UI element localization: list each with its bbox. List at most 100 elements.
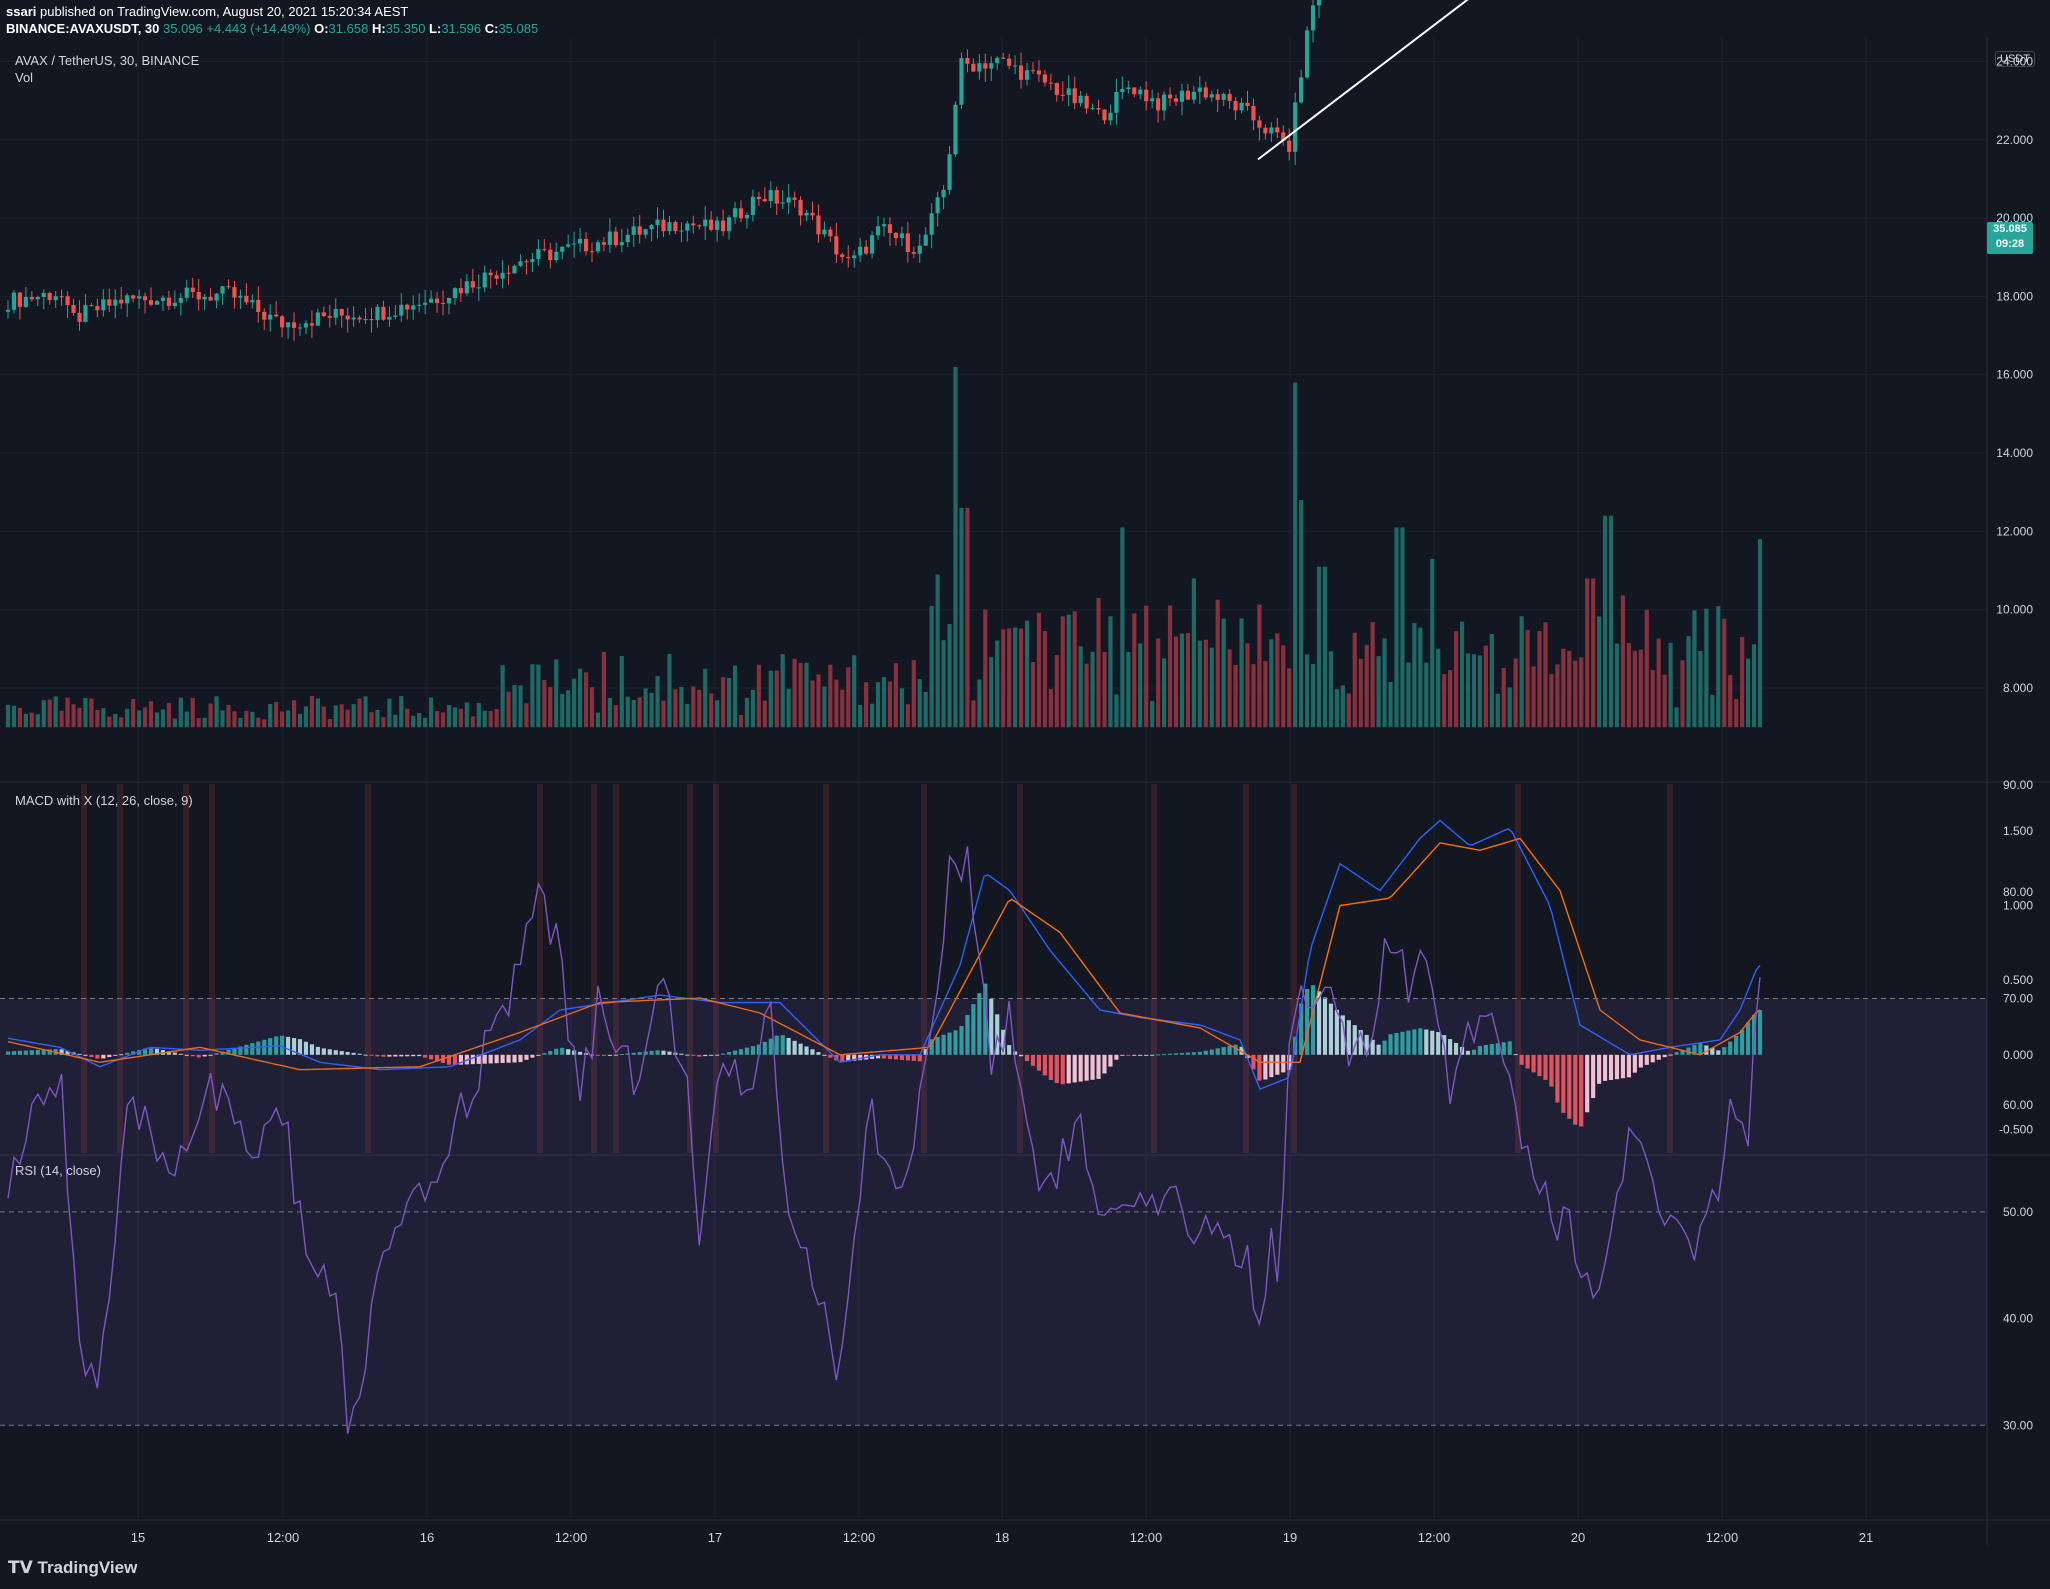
candle-body [315,312,320,326]
macd-histogram-bar [1418,1028,1423,1055]
volume-bar [1358,658,1363,728]
macd-histogram-bar [333,1050,338,1055]
candle-body [750,196,755,215]
volume-bar [1322,566,1328,728]
x-axis-tick-label: 18 [995,1530,1009,1545]
macd-histogram-bar [905,1054,910,1061]
macd-histogram-bar [351,1052,356,1055]
volume-bar [1680,660,1685,728]
macd-histogram-bar [417,1054,422,1057]
volume-bar [1161,658,1167,728]
macd-histogram-bar [59,1049,64,1055]
volume-bar [11,705,17,728]
candle-body [858,246,863,256]
currency-unit-button[interactable]: USDT [1995,51,2035,67]
volume-bars [5,366,1763,728]
volume-bar [905,704,910,728]
volume-bar [1513,658,1518,728]
main-pane-title[interactable]: AVAX / TetherUS, 30, BINANCE [15,53,200,68]
macd-histogram-bar [1632,1054,1637,1073]
macd-histogram-bar [750,1046,755,1055]
candle-body [1156,98,1161,111]
macd-histogram-bar [190,1054,195,1057]
macd-histogram-bar [1686,1047,1691,1055]
macd-histogram-bar [303,1041,309,1055]
macd-histogram-bar [1209,1049,1214,1055]
volume-bar [721,677,726,728]
candle-body [47,292,52,301]
macd-histogram-bar [947,1032,952,1055]
macd-histogram-bar [1734,1035,1739,1055]
volume-bar [357,698,362,728]
volume-bar [1614,643,1620,728]
candle-body [393,315,398,317]
macd-histogram-bar [1179,1052,1185,1055]
macd-histogram-bar [560,1047,565,1055]
macd-histogram-bar [1316,991,1322,1055]
volume-bar [423,717,428,728]
macd-histogram-bar [369,1054,374,1056]
candle-body [840,254,845,258]
macd-histogram-bar [792,1040,797,1055]
macd-histogram-bar [11,1051,17,1055]
volume-label[interactable]: Vol [15,70,34,85]
macd-histogram-bar [494,1054,499,1064]
volume-bar [1227,649,1232,728]
volume-bar [417,713,422,728]
rsi-pane-title[interactable]: RSI (14, close) [15,1163,101,1178]
volume-bar [232,711,237,728]
macd-pane-title[interactable]: MACD with X (12, 26, close, 9) [15,793,193,808]
candle-body [798,199,803,216]
candle-body [1263,127,1268,134]
tradingview-logo[interactable]: 𝗧𝗩 TradingView [8,1558,137,1578]
candle-body [148,300,154,305]
candle-body [291,322,297,328]
x-axis-tick-label: 16 [420,1530,434,1545]
macd-histogram-bar [810,1049,815,1055]
macd-histogram-bar [327,1049,332,1055]
macd-histogram-bar [411,1054,416,1057]
candle-body [387,316,392,320]
volume-bar [464,702,469,728]
candle-body [285,322,291,328]
macd-histogram-bar [685,1054,690,1056]
candle-body [1150,98,1155,102]
macd-histogram-bar [953,1030,958,1055]
author-name[interactable]: ssari [6,4,37,19]
candle-body [715,220,720,230]
volume-bar [1573,660,1578,728]
candle-body [1269,127,1274,134]
candle-body [1084,95,1089,109]
macd-cross-marker [687,784,693,1153]
candle-body [852,255,857,259]
volume-bar [1239,618,1244,728]
volume-bar [911,660,916,728]
candle-body [512,265,517,274]
macd-histogram-bar [804,1046,809,1055]
volume-bar [405,708,410,728]
macd-histogram-bar [637,1052,642,1055]
open-label: O: [314,21,329,36]
macd-histogram-bar [911,1054,916,1061]
volume-bar [1602,515,1608,728]
candle-body [518,261,523,266]
macd-histogram-bar [119,1054,124,1056]
publish-info: published on TradingView.com, August 20,… [40,4,409,19]
macd-histogram-bar [1352,1025,1357,1055]
macd-histogram-bar [1024,1054,1030,1062]
volume-bar [1525,630,1530,728]
candle-body [17,292,23,307]
macd-histogram-bar [1370,1039,1375,1055]
volume-bar [262,719,267,728]
candle-body [774,190,779,204]
macd-histogram-bar [1626,1054,1631,1078]
macd-cross-marker [1017,784,1023,1153]
macd-histogram-bar [691,1054,696,1056]
macd-histogram-bar [566,1049,571,1055]
candle-body [929,213,934,235]
macd-histogram-bar [280,1035,285,1055]
volume-bar [315,698,320,728]
candle-body [1299,77,1304,103]
macd-histogram-bar [1114,1054,1119,1060]
